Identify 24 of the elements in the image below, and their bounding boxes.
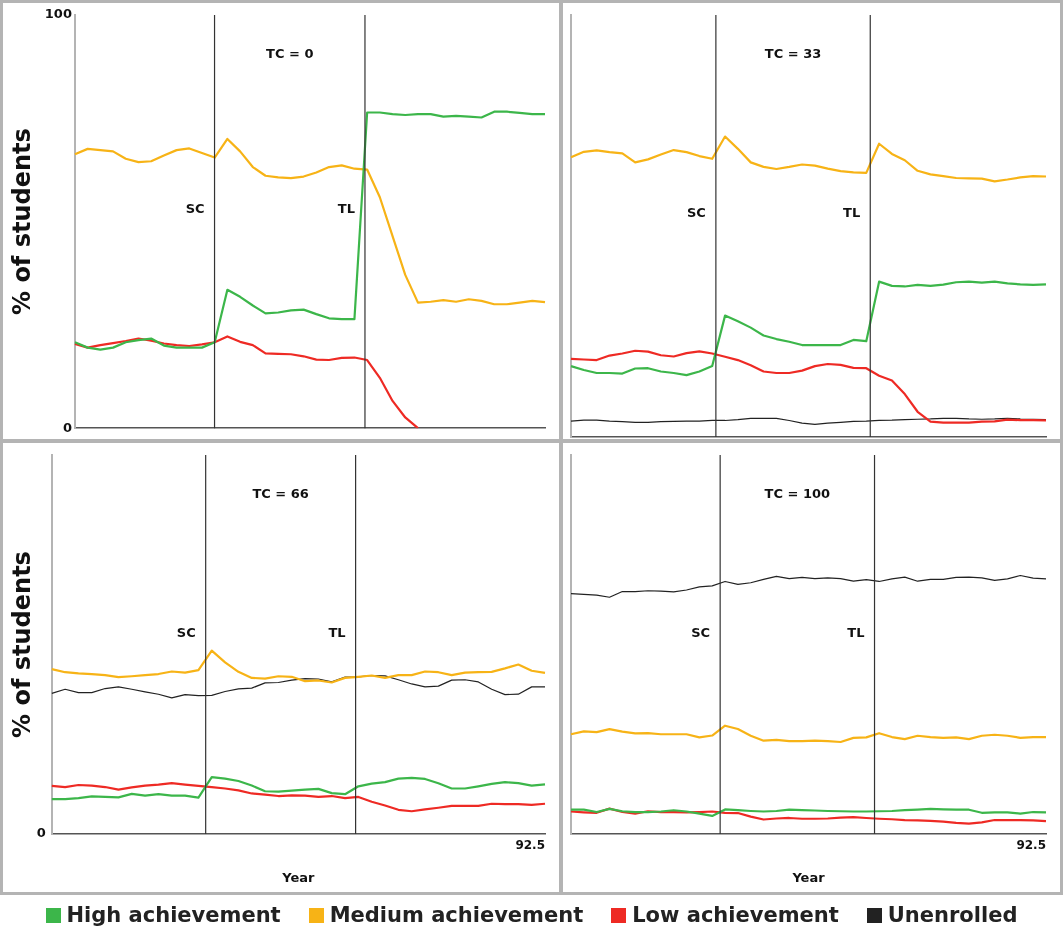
legend-label: Unenrolled	[887, 903, 1018, 927]
text: 0	[36, 825, 46, 841]
y-tick-label: 100	[44, 6, 72, 22]
x-axis-title: Year	[791, 869, 826, 885]
text: 92.5	[515, 838, 545, 853]
annotation: SC	[686, 204, 706, 220]
text: TC = 0	[266, 46, 314, 62]
text: TL	[328, 624, 346, 640]
annotation: TL	[847, 624, 865, 640]
text: 92.5	[1016, 838, 1046, 853]
chart-title: TC = 33	[764, 46, 822, 62]
legend-label: Low achievement	[632, 903, 839, 927]
chart-title: TC = 66	[252, 486, 309, 502]
legend-label: Medium achievement	[329, 903, 584, 927]
y-axis-title: % of students	[7, 551, 36, 738]
chart-title: TC = 100	[764, 486, 831, 502]
annotation: SC	[691, 624, 711, 640]
annotation: TL	[337, 200, 355, 216]
annotation: SC	[185, 200, 205, 216]
x-axis-title: Year	[281, 869, 316, 885]
annotation: TL	[843, 204, 861, 220]
legend-label: High achievement	[66, 903, 281, 927]
y-axis-title: % of students	[7, 128, 36, 316]
text: SC	[176, 624, 196, 640]
